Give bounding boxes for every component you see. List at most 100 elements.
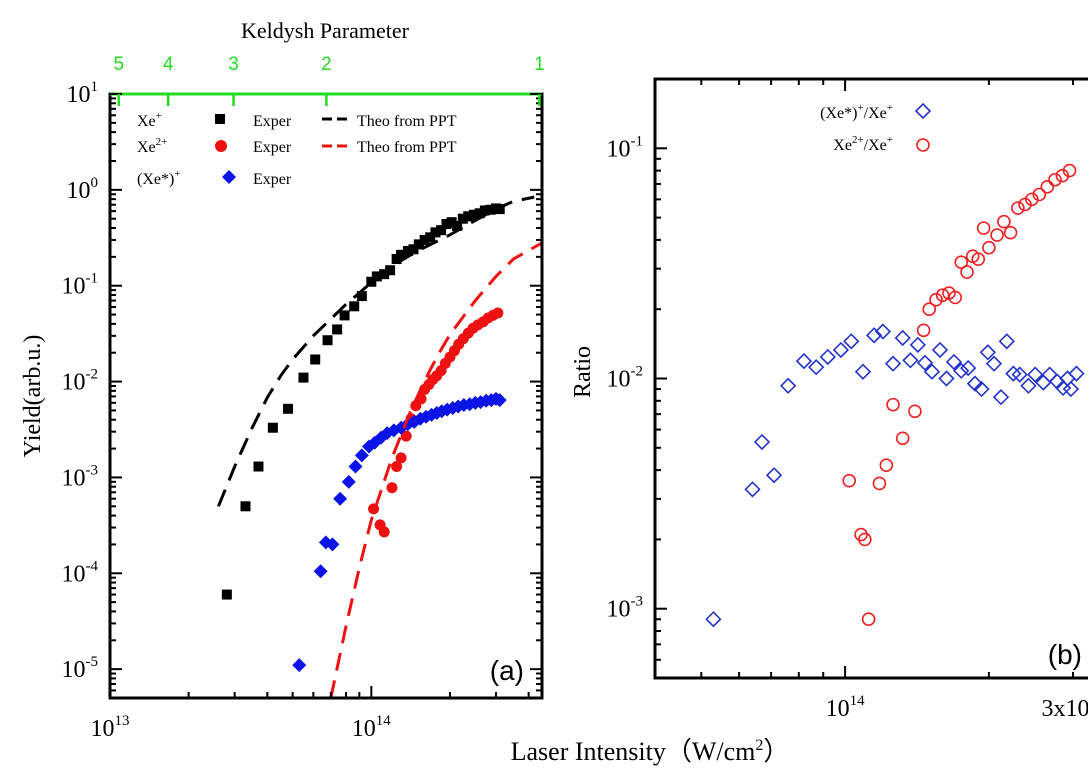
data-point-square	[267, 422, 278, 433]
data-point-diamond	[348, 459, 363, 474]
legend-line-label: Theo from PPT	[357, 113, 457, 130]
data-point-open-diamond	[854, 363, 872, 380]
data-point-square	[366, 276, 377, 287]
data-point-open-circle	[990, 228, 1004, 242]
data-point-open-diamond	[985, 355, 1003, 372]
data-point-square	[430, 227, 441, 238]
data-point-open-diamond	[923, 363, 941, 380]
data-point-open-circle	[960, 265, 974, 279]
x-tick-label: 1014	[826, 693, 866, 722]
data-point-square	[479, 205, 490, 216]
data-point-square	[436, 225, 447, 236]
data-point-open-diamond	[843, 333, 860, 350]
data-point-square	[253, 461, 264, 472]
data-point-open-circle	[858, 532, 872, 547]
legend-marker-open-diamond	[914, 102, 932, 120]
data-point-open-circle	[976, 221, 991, 235]
data-point-open-diamond	[884, 355, 902, 372]
data-point-open-diamond	[1068, 365, 1085, 382]
data-point-open-circle	[1040, 180, 1055, 194]
data-point-circle	[391, 461, 403, 473]
data-point-open-diamond	[765, 467, 783, 484]
data-point-diamond	[313, 564, 328, 579]
data-point-diamond	[325, 537, 340, 552]
panel-a-plot-area	[217, 195, 542, 698]
legend-species: Xe2+	[137, 136, 167, 156]
legend-marker-square	[215, 114, 225, 124]
data-point-open-diamond	[1027, 366, 1044, 383]
data-point-open-diamond	[894, 329, 911, 347]
data-point-open-diamond	[819, 348, 836, 366]
data-point-open-diamond	[874, 323, 892, 340]
data-point-open-circle	[908, 404, 922, 419]
data-point-square	[356, 291, 367, 302]
keldysh-tick-label: 5	[113, 54, 124, 75]
data-point-open-circle	[879, 458, 894, 473]
data-point-square	[283, 403, 294, 414]
keldysh-tick-label: 2	[321, 54, 332, 75]
legend-species: (Xe*)+	[137, 168, 181, 188]
data-point-open-circle	[948, 290, 962, 305]
data-point-open-circle	[1011, 201, 1025, 215]
data-point-square	[310, 354, 321, 365]
data-point-square	[413, 239, 424, 250]
data-point-open-diamond	[1041, 366, 1058, 383]
data-point-open-diamond	[992, 388, 1010, 406]
data-point-square	[396, 249, 407, 260]
data-point-open-circle	[886, 397, 900, 412]
data-point-square	[452, 220, 463, 231]
legend-row-xe-plus: Xe+ Exper Theo from PPT	[137, 110, 457, 130]
data-point-square	[385, 265, 396, 276]
data-point-open-diamond	[1011, 366, 1028, 383]
data-point-square	[339, 310, 350, 321]
theory-curve	[217, 195, 535, 507]
data-point-open-circle	[982, 240, 996, 255]
panel-a-label: (a)	[490, 655, 524, 686]
data-point-open-circle	[922, 302, 937, 317]
data-point-open-circle	[842, 473, 857, 488]
y-tick-label: 10-2	[62, 367, 99, 396]
data-point-open-diamond	[795, 352, 813, 370]
panel-b-legend: (Xe*)+/Xe+ Xe2+/Xe+	[820, 102, 932, 154]
data-point-square	[408, 244, 419, 255]
data-point-square	[298, 372, 309, 383]
legend-row-xe-2plus: Xe2+ Exper Theo from PPT	[137, 136, 457, 156]
panel-b-axes: 1014 3x1014 10-3 10-2 10-1	[607, 78, 1088, 722]
data-point-square	[240, 501, 251, 512]
data-point-open-circle	[1062, 163, 1077, 178]
legend-marker-label: Exper	[253, 139, 292, 156]
panel-b-plot-area	[705, 163, 1085, 628]
legend-row-double-ratio: Xe2+/Xe+	[833, 134, 930, 154]
y-tick-label: 10-3	[62, 462, 99, 491]
data-point-open-diamond	[780, 377, 797, 394]
data-point-open-diamond	[1005, 365, 1022, 382]
data-point-diamond	[354, 448, 369, 463]
legend-species: Xe+	[137, 110, 162, 130]
y-tick-label: 10-1	[62, 271, 99, 300]
data-point-open-diamond	[1020, 377, 1037, 394]
data-point-open-circle	[1003, 225, 1018, 240]
data-point-open-circle	[1032, 187, 1047, 202]
data-point-square	[457, 213, 468, 224]
data-point-open-diamond	[998, 333, 1015, 350]
x-tick-label: 1014	[352, 713, 392, 742]
data-point-open-diamond	[973, 380, 990, 398]
y-tick-label: 10-4	[62, 558, 99, 587]
data-point-square	[322, 335, 333, 346]
data-point-open-diamond	[808, 359, 825, 376]
data-point-open-circle	[1048, 172, 1062, 187]
data-point-open-diamond	[960, 359, 977, 377]
legend-row-excited-ratio: (Xe*)+/Xe+	[820, 102, 932, 122]
data-point-square	[494, 204, 505, 215]
legend-marker-label: Exper	[253, 171, 292, 188]
x-tick-label: 3x1014	[1042, 693, 1088, 722]
keldysh-tick-label: 1	[534, 54, 545, 75]
data-point-circle	[378, 526, 390, 538]
data-point-square	[332, 324, 343, 335]
data-point-open-diamond	[938, 370, 955, 387]
data-point-square	[425, 232, 436, 243]
data-point-open-diamond	[953, 362, 970, 379]
data-point-square	[468, 209, 479, 220]
data-point-diamond	[333, 491, 348, 506]
